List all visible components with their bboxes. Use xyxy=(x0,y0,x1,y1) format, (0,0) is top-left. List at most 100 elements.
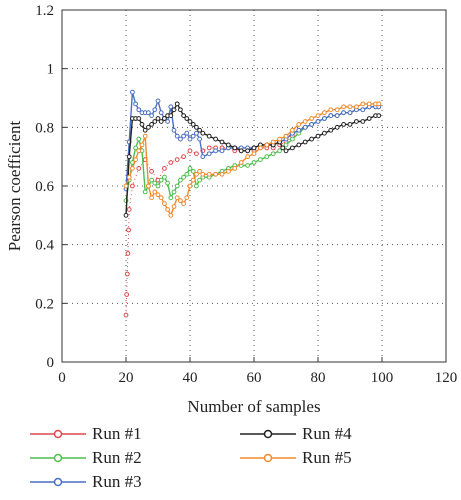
data-point xyxy=(146,110,151,116)
data-point xyxy=(178,198,183,204)
legend-label: Run #2 xyxy=(92,448,142,467)
series xyxy=(123,89,382,318)
data-point xyxy=(296,127,302,133)
data-point xyxy=(139,142,145,148)
x-axis-label: Number of samples xyxy=(187,397,320,416)
data-point xyxy=(315,119,321,124)
data-point xyxy=(130,166,135,171)
data-point xyxy=(341,110,347,116)
data-point xyxy=(219,148,225,154)
data-point xyxy=(302,124,308,130)
data-point xyxy=(136,166,142,171)
data-point xyxy=(123,183,129,189)
data-point xyxy=(162,201,167,207)
data-point xyxy=(258,157,263,163)
y-tick-label: 1 xyxy=(47,62,55,78)
data-point xyxy=(184,195,190,201)
data-point xyxy=(155,98,161,104)
data-point xyxy=(194,171,199,177)
data-point xyxy=(334,113,340,118)
data-point xyxy=(245,163,251,168)
legend-item: Run #4 xyxy=(240,424,352,444)
legend-label: Run #1 xyxy=(92,424,142,443)
data-point xyxy=(165,180,171,186)
data-point xyxy=(190,122,196,127)
legend-swatch xyxy=(30,477,86,487)
data-point xyxy=(124,271,130,277)
data-point xyxy=(376,101,382,107)
legend-label: Run #3 xyxy=(92,472,142,491)
data-point xyxy=(187,148,193,154)
data-point xyxy=(190,133,196,139)
data-point xyxy=(125,251,131,256)
data-point xyxy=(181,174,187,180)
data-point xyxy=(328,107,334,113)
data-point xyxy=(376,113,382,118)
data-point xyxy=(354,119,359,124)
legend-swatch-marker xyxy=(53,429,63,439)
data-point xyxy=(322,110,327,116)
series-line xyxy=(125,91,379,189)
data-point xyxy=(238,148,244,154)
series-4 xyxy=(123,101,382,218)
data-point xyxy=(213,171,219,177)
legend-swatch-marker xyxy=(263,453,273,463)
data-point xyxy=(181,154,187,160)
legend-item: Run #1 xyxy=(30,424,142,444)
data-point xyxy=(155,192,161,198)
data-point xyxy=(158,110,164,116)
series-5 xyxy=(123,101,382,218)
data-point xyxy=(334,107,340,113)
data-point xyxy=(341,104,347,110)
y-tick-label: 0 xyxy=(47,355,55,371)
data-point xyxy=(165,207,171,212)
data-point xyxy=(142,127,148,133)
y-tick-label: 0.6 xyxy=(35,179,54,195)
data-point xyxy=(155,183,161,189)
data-point xyxy=(181,133,187,139)
axis-ticks: 0 20 40 60 80 100 120 0 0.2 0.4 0.6 0.8 1 1.2 xyxy=(35,3,457,386)
data-point xyxy=(206,145,212,151)
grid xyxy=(62,10,446,362)
data-point xyxy=(158,177,164,183)
data-point xyxy=(219,171,225,177)
data-point xyxy=(328,127,334,133)
data-point xyxy=(315,113,321,118)
data-point xyxy=(133,157,139,163)
data-point xyxy=(187,136,193,142)
data-point xyxy=(245,148,251,154)
legend: Run #1 Run #2 Run #3 Run #4 Run #5 xyxy=(30,424,430,496)
data-point xyxy=(290,145,295,151)
data-point xyxy=(162,166,167,171)
legend-swatch xyxy=(30,453,86,463)
data-point xyxy=(184,116,190,121)
legend-label: Run #4 xyxy=(302,424,352,443)
data-point xyxy=(347,122,353,127)
data-point xyxy=(123,312,129,318)
data-point xyxy=(187,183,193,189)
data-point xyxy=(174,133,180,139)
data-point xyxy=(354,104,359,110)
data-point xyxy=(290,136,295,142)
data-point xyxy=(322,116,327,121)
data-point xyxy=(149,195,155,201)
data-point xyxy=(360,107,366,113)
data-point xyxy=(194,151,199,157)
data-point xyxy=(206,171,212,177)
data-point xyxy=(126,154,132,160)
data-point xyxy=(168,212,174,218)
data-point xyxy=(302,139,308,145)
x-tick-label: 80 xyxy=(311,370,326,386)
data-point xyxy=(309,136,315,142)
data-point xyxy=(277,136,283,142)
data-point xyxy=(162,174,167,180)
data-point xyxy=(251,160,257,165)
data-point xyxy=(124,292,130,297)
data-point xyxy=(171,189,177,195)
data-point xyxy=(168,195,174,201)
x-tick-label: 40 xyxy=(183,370,198,386)
data-point xyxy=(322,130,327,136)
data-point xyxy=(133,101,139,107)
data-point xyxy=(171,204,177,209)
data-point xyxy=(264,142,270,148)
